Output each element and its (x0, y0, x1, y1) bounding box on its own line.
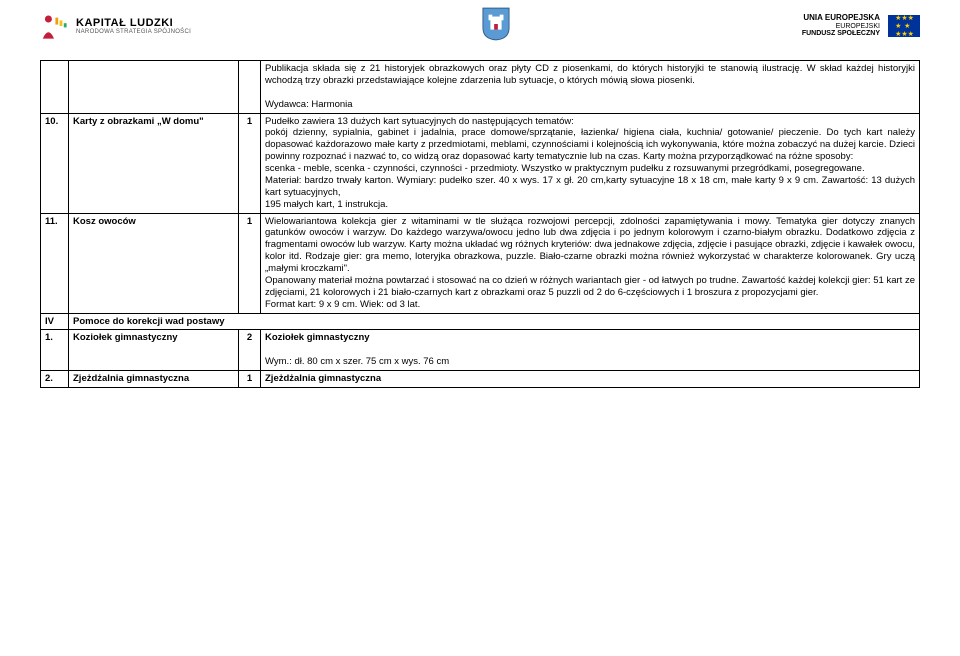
desc-dims: Wym.: dł. 80 cm x szer. 75 cm x wys. 76 … (265, 356, 915, 368)
header-left-group: KAPITAŁ LUDZKI NARODOWA STRATEGIA SPÓJNO… (40, 12, 191, 40)
table-row: Publikacja składa się z 21 historyjek ob… (41, 61, 920, 114)
header-right-group: UNIA EUROPEJSKA EUROPEJSKI FUNDUSZ SPOŁE… (802, 14, 920, 38)
desc-title: Koziołek gimnastyczny (265, 332, 915, 344)
table-row: 10. Karty z obrazkami „W domu" 1 Pudełko… (41, 113, 920, 213)
items-table: Publikacja składa się z 21 historyjek ob… (40, 60, 920, 388)
eu-line1: UNIA EUROPEJSKA (803, 14, 880, 23)
page-header: KAPITAŁ LUDZKI NARODOWA STRATEGIA SPÓJNO… (0, 0, 960, 50)
cell-desc: Koziołek gimnastyczny Wym.: dł. 80 cm x … (261, 330, 920, 371)
section-name: Pomoce do korekcji wad postawy (69, 313, 920, 330)
logo-sub-label: NARODOWA STRATEGIA SPÓJNOŚCI (76, 29, 191, 35)
header-center-crest (482, 7, 510, 46)
kapital-ludzki-icon (40, 12, 68, 40)
cell-name: Koziołek gimnastyczny (69, 330, 239, 371)
cell-name: Zjeżdżalnia gimnastyczna (69, 371, 239, 388)
eu-line3: FUNDUSZ SPOŁECZNY (802, 30, 880, 38)
eu-text-block: UNIA EUROPEJSKA EUROPEJSKI FUNDUSZ SPOŁE… (802, 14, 880, 38)
cell-num: 2. (41, 371, 69, 388)
city-crest-icon (482, 7, 510, 41)
section-num: IV (41, 313, 69, 330)
cell-qty: 1 (239, 371, 261, 388)
cell-name: Kosz owoców (69, 213, 239, 313)
section-header-row: IV Pomoce do korekcji wad postawy (41, 313, 920, 330)
cell-desc: Publikacja składa się z 21 historyjek ob… (261, 61, 920, 114)
cell-qty: 2 (239, 330, 261, 371)
cell-qty: 1 (239, 213, 261, 313)
cell-num: 11. (41, 213, 69, 313)
cell-desc: Wielowariantowa kolekcja gier z witamina… (261, 213, 920, 313)
cell-num: 1. (41, 330, 69, 371)
desc-paragraph: Publikacja składa się z 21 historyjek ob… (265, 63, 915, 87)
logo-main-label: KAPITAŁ LUDZKI (76, 18, 191, 29)
kapital-ludzki-text: KAPITAŁ LUDZKI NARODOWA STRATEGIA SPÓJNO… (76, 18, 191, 35)
cell-num (41, 61, 69, 114)
cell-qty: 1 (239, 113, 261, 213)
eu-stars: ★ ★ ★★ ★★ ★ ★ (895, 14, 913, 38)
cell-name: Karty z obrazkami „W domu" (69, 113, 239, 213)
cell-num: 10. (41, 113, 69, 213)
cell-name (69, 61, 239, 114)
desc-paragraph: Wydawca: Harmonia (265, 99, 915, 111)
cell-desc: Zjeżdżalnia gimnastyczna (261, 371, 920, 388)
cell-desc: Pudełko zawiera 13 dużych kart sytuacyjn… (261, 113, 920, 213)
table-row: 11. Kosz owoców 1 Wielowariantowa kolekc… (41, 213, 920, 313)
main-content: Publikacja składa się z 21 historyjek ob… (0, 50, 960, 388)
eu-flag-icon: ★ ★ ★★ ★★ ★ ★ (888, 15, 920, 37)
table-row: 2. Zjeżdżalnia gimnastyczna 1 Zjeżdżalni… (41, 371, 920, 388)
cell-qty (239, 61, 261, 114)
eu-line2: EUROPEJSKI (836, 23, 880, 31)
table-row: 1. Koziołek gimnastyczny 2 Koziołek gimn… (41, 330, 920, 371)
